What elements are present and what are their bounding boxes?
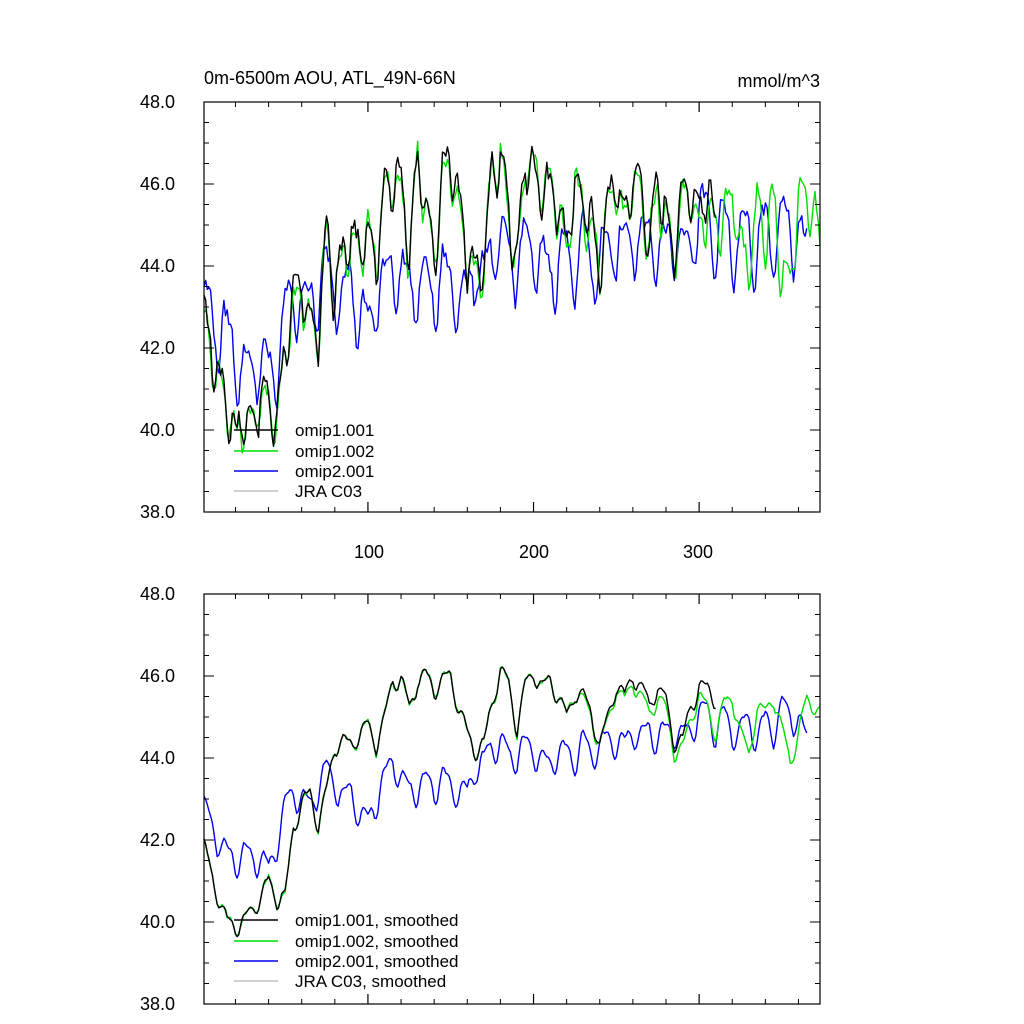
legend-label: omip1.001, smoothed <box>295 911 459 930</box>
y-tick-label: 46.0 <box>140 666 175 686</box>
y-tick-label: 48.0 <box>140 584 175 604</box>
series-line <box>203 695 808 879</box>
legend-label: JRA C03, smoothed <box>295 972 446 991</box>
legend: omip1.001 omip1.002 omip2.001 JRA C03 <box>234 421 374 501</box>
y-tick-label: 48.0 <box>140 92 175 112</box>
legend-label: omip2.001, smoothed <box>295 952 459 971</box>
series-line <box>203 140 821 454</box>
y-tick-label: 44.0 <box>140 748 175 768</box>
units-label: mmol/m^3 <box>738 71 820 91</box>
y-tick-label: 42.0 <box>140 830 175 850</box>
top-panel: 0m-6500m AOU, ATL_49N-66N mmol/m^3 38.0 … <box>140 68 821 562</box>
y-tick-label: 40.0 <box>140 912 175 932</box>
chart-title: 0m-6500m AOU, ATL_49N-66N <box>204 68 456 89</box>
x-tick-label: 100 <box>354 542 384 562</box>
y-tick-labels: 38.0 40.0 42.0 44.0 46.0 48.0 <box>140 584 175 1014</box>
legend-label: omip1.001 <box>295 421 374 440</box>
y-tick-label: 46.0 <box>140 174 175 194</box>
legend-label: omip1.002, smoothed <box>295 932 459 951</box>
legend-label: JRA C03 <box>295 482 362 501</box>
bottom-panel: 38.0 40.0 42.0 44.0 46.0 48.0 omip1.001,… <box>140 584 821 1014</box>
x-tick-labels: 100 200 300 <box>354 542 713 562</box>
y-tick-labels: 38.0 40.0 42.0 44.0 46.0 48.0 <box>140 92 175 522</box>
series-line <box>203 183 808 410</box>
ticks-layer <box>204 101 820 513</box>
legend: omip1.001, smoothed omip1.002, smoothed … <box>234 911 459 991</box>
y-tick-label: 42.0 <box>140 338 175 358</box>
series-layer <box>203 140 821 454</box>
y-tick-label: 38.0 <box>140 994 175 1014</box>
legend-label: omip2.001 <box>295 462 374 481</box>
ticks-layer <box>204 593 820 1005</box>
legend-label: omip1.002 <box>295 442 374 461</box>
series-line <box>203 666 716 938</box>
y-tick-label: 38.0 <box>140 502 175 522</box>
y-tick-label: 40.0 <box>140 420 175 440</box>
x-tick-label: 200 <box>519 542 549 562</box>
series-line <box>203 145 717 448</box>
x-tick-label: 300 <box>683 542 713 562</box>
y-tick-label: 44.0 <box>140 256 175 276</box>
series-layer <box>203 666 821 938</box>
